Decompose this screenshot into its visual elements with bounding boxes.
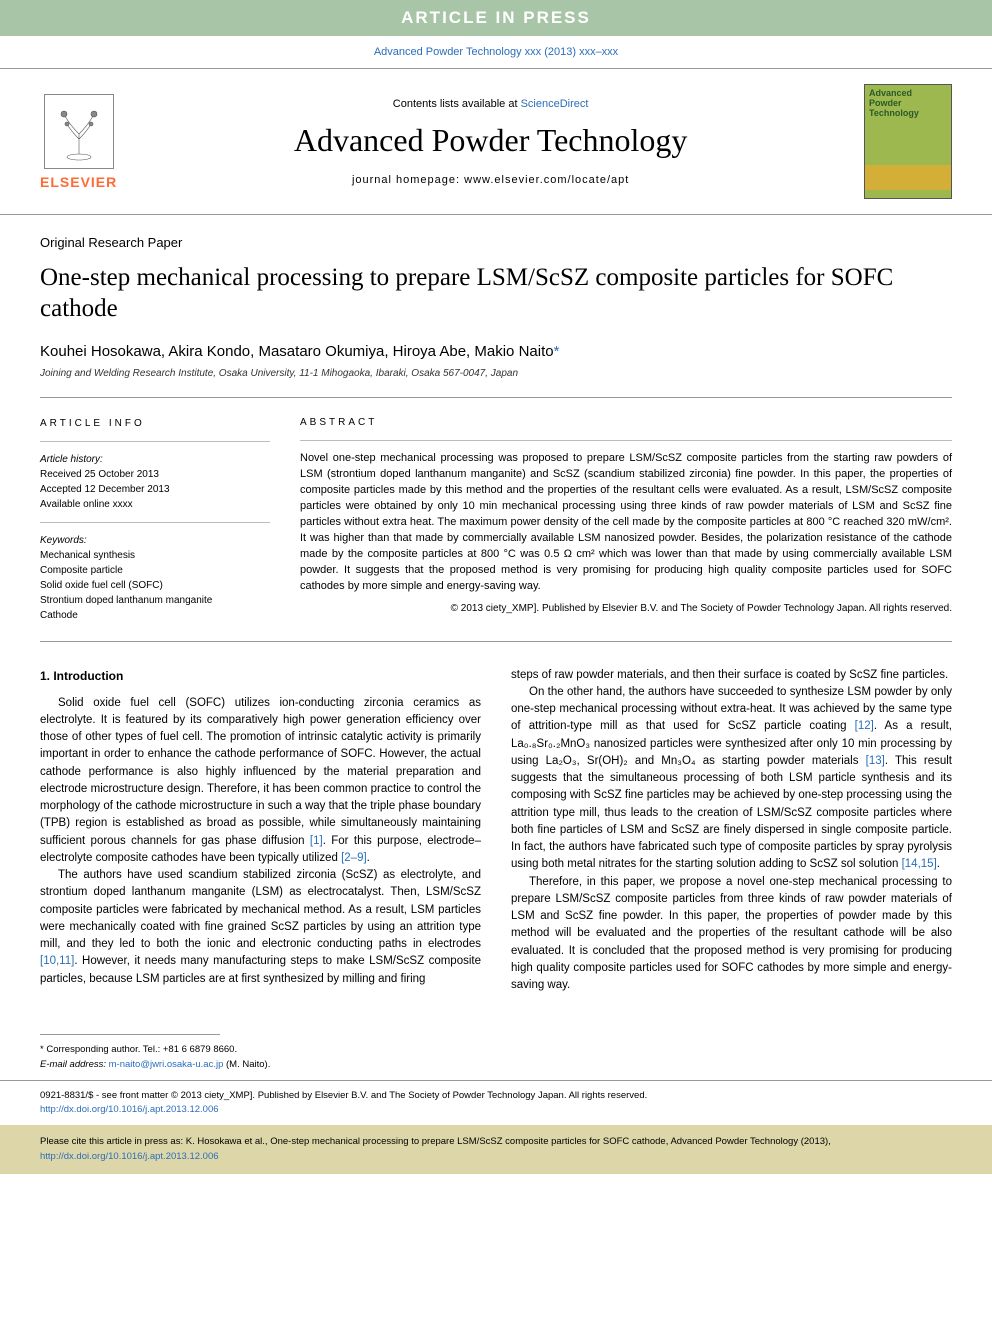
journal-header: ELSEVIER Contents lists available at Sci… bbox=[0, 68, 992, 215]
text: The authors have used scandium stabilize… bbox=[40, 869, 481, 950]
email-link[interactable]: m-naito@jwri.osaka-u.ac.jp bbox=[109, 1059, 224, 1070]
corresponding-mark: * bbox=[554, 343, 560, 360]
authors: Kouhei Hosokawa, Akira Kondo, Masataro O… bbox=[40, 343, 952, 360]
divider bbox=[300, 440, 952, 441]
contents-prefix: Contents lists available at bbox=[393, 98, 521, 110]
paragraph: Solid oxide fuel cell (SOFC) utilizes io… bbox=[40, 695, 481, 868]
keyword: Cathode bbox=[40, 608, 270, 623]
doi-link[interactable]: http://dx.doi.org/10.1016/j.apt.2013.12.… bbox=[40, 1104, 219, 1115]
reference-link[interactable]: [12] bbox=[855, 720, 874, 732]
abstract-copyright: © 2013 ciety_XMP]. Published by Elsevier… bbox=[300, 602, 952, 616]
received-date: Received 25 October 2013 bbox=[40, 467, 270, 482]
citation-box: Please cite this article in press as: K.… bbox=[0, 1125, 992, 1174]
article-info-heading: ARTICLE INFO bbox=[40, 416, 270, 431]
email-suffix: (M. Naito). bbox=[223, 1059, 270, 1070]
journal-homepage: journal homepage: www.elsevier.com/locat… bbox=[117, 174, 864, 186]
body-columns: 1. Introduction Solid oxide fuel cell (S… bbox=[40, 667, 952, 995]
email-line: E-mail address: m-naito@jwri.osaka-u.ac.… bbox=[40, 1058, 952, 1072]
divider bbox=[40, 522, 270, 523]
text: Therefore, in this paper, we propose a n… bbox=[511, 876, 952, 992]
journal-title: Advanced Powder Technology bbox=[117, 122, 864, 159]
paragraph: The authors have used scandium stabilize… bbox=[40, 867, 481, 988]
elsevier-logo: ELSEVIER bbox=[40, 94, 117, 190]
accepted-date: Accepted 12 December 2013 bbox=[40, 482, 270, 497]
journal-reference: Advanced Powder Technology xxx (2013) xx… bbox=[0, 36, 992, 68]
author-list: Kouhei Hosokawa, Akira Kondo, Masataro O… bbox=[40, 343, 554, 360]
elsevier-tree-icon bbox=[44, 94, 114, 169]
email-label: E-mail address: bbox=[40, 1059, 109, 1070]
paper-type: Original Research Paper bbox=[40, 235, 952, 250]
article-in-press-banner: ARTICLE IN PRESS bbox=[0, 0, 992, 36]
divider bbox=[40, 441, 270, 442]
cover-title: Advanced Powder Technology bbox=[869, 89, 947, 119]
homepage-prefix: journal homepage: bbox=[352, 174, 464, 186]
abstract: ABSTRACT Novel one-step mechanical proce… bbox=[300, 416, 952, 623]
keywords-label: Keywords: bbox=[40, 533, 270, 548]
keyword: Mechanical synthesis bbox=[40, 548, 270, 563]
text: . This result suggests that the simultan… bbox=[511, 755, 952, 871]
info-abstract-row: ARTICLE INFO Article history: Received 2… bbox=[40, 397, 952, 642]
paper-title: One-step mechanical processing to prepar… bbox=[40, 262, 952, 325]
abstract-heading: ABSTRACT bbox=[300, 416, 952, 431]
keyword: Composite particle bbox=[40, 563, 270, 578]
cover-bar bbox=[865, 165, 951, 190]
column-left: 1. Introduction Solid oxide fuel cell (S… bbox=[40, 667, 481, 995]
corresponding-author: * Corresponding author. Tel.: +81 6 6879… bbox=[40, 1043, 952, 1057]
footer-separator bbox=[40, 1034, 220, 1035]
copyright-footer: 0921-8831/$ - see front matter © 2013 ci… bbox=[0, 1080, 992, 1126]
copyright-text: 0921-8831/$ - see front matter © 2013 ci… bbox=[40, 1089, 952, 1103]
reference-link[interactable]: [10,11] bbox=[40, 955, 74, 967]
main-content: Original Research Paper One-step mechani… bbox=[0, 215, 992, 1014]
cite-text: Please cite this article in press as: K.… bbox=[40, 1136, 831, 1147]
footer-notes: * Corresponding author. Tel.: +81 6 6879… bbox=[0, 1043, 992, 1080]
text: Solid oxide fuel cell (SOFC) utilizes io… bbox=[40, 697, 481, 847]
elsevier-name: ELSEVIER bbox=[40, 174, 117, 190]
contents-available: Contents lists available at ScienceDirec… bbox=[117, 98, 864, 110]
homepage-url[interactable]: www.elsevier.com/locate/apt bbox=[464, 174, 629, 186]
header-center: Contents lists available at ScienceDirec… bbox=[117, 98, 864, 186]
cite-doi-link[interactable]: http://dx.doi.org/10.1016/j.apt.2013.12.… bbox=[40, 1151, 219, 1162]
keyword: Strontium doped lanthanum manganite bbox=[40, 593, 270, 608]
paragraph: Therefore, in this paper, we propose a n… bbox=[511, 874, 952, 995]
reference-link[interactable]: [2–9] bbox=[341, 852, 367, 864]
text: . However, it needs many manufacturing s… bbox=[40, 955, 481, 984]
paragraph: On the other hand, the authors have succ… bbox=[511, 684, 952, 874]
text: . bbox=[937, 858, 940, 870]
reference-link[interactable]: [14,15] bbox=[902, 858, 937, 870]
journal-cover-thumbnail: Advanced Powder Technology bbox=[864, 84, 952, 199]
keyword: Solid oxide fuel cell (SOFC) bbox=[40, 578, 270, 593]
reference-link[interactable]: [13] bbox=[866, 755, 885, 767]
abstract-text: Novel one-step mechanical processing was… bbox=[300, 451, 952, 594]
reference-link[interactable]: [1] bbox=[310, 835, 323, 847]
online-date: Available online xxxx bbox=[40, 497, 270, 512]
introduction-heading: 1. Introduction bbox=[40, 667, 481, 685]
text: steps of raw powder materials, and then … bbox=[511, 669, 948, 681]
article-info: ARTICLE INFO Article history: Received 2… bbox=[40, 416, 270, 623]
paragraph: steps of raw powder materials, and then … bbox=[511, 667, 952, 684]
history-label: Article history: bbox=[40, 452, 270, 467]
column-right: steps of raw powder materials, and then … bbox=[511, 667, 952, 995]
text: . bbox=[367, 852, 370, 864]
sciencedirect-link[interactable]: ScienceDirect bbox=[521, 98, 589, 110]
affiliation: Joining and Welding Research Institute, … bbox=[40, 368, 952, 379]
